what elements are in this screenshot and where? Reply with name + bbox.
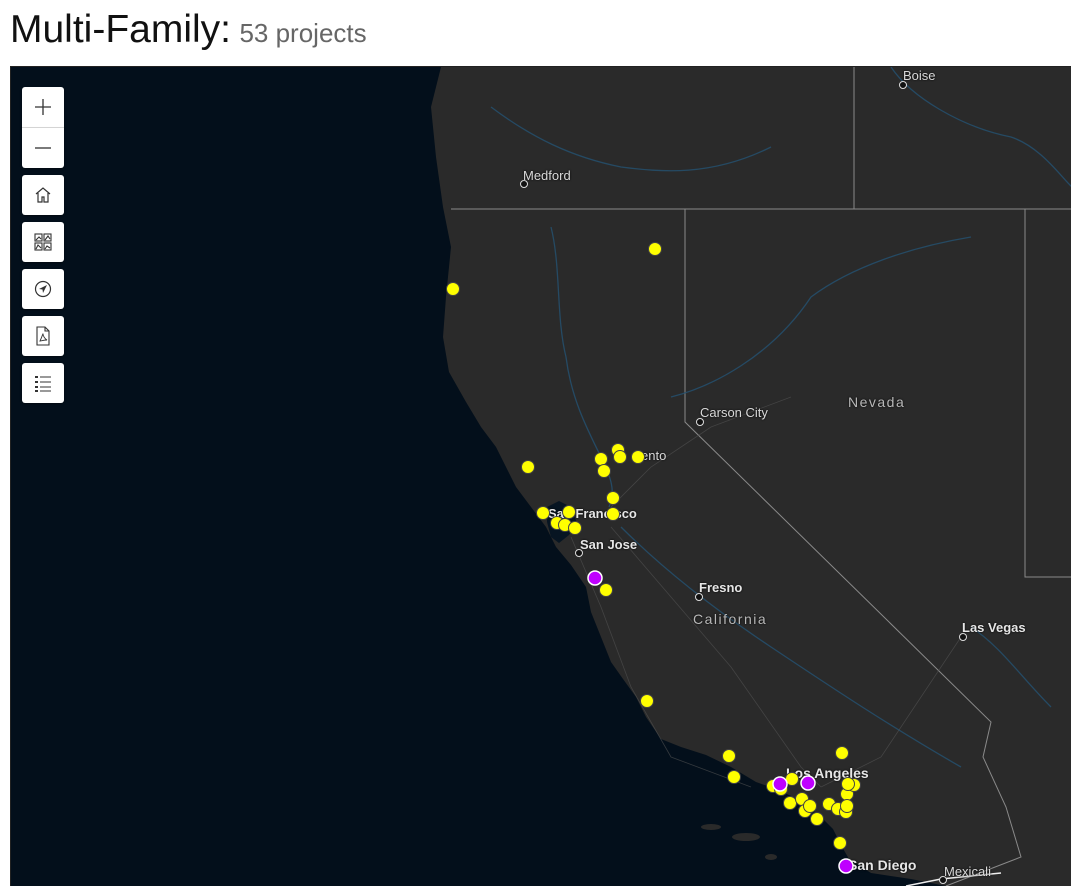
road bbox=[820, 636, 962, 788]
map-toolbar bbox=[22, 87, 64, 403]
project-marker[interactable] bbox=[597, 464, 611, 478]
project-marker[interactable] bbox=[606, 491, 620, 505]
label-boise: Boise bbox=[903, 68, 936, 83]
plus-icon bbox=[35, 99, 51, 115]
label-san-diego: San Diego bbox=[848, 857, 917, 873]
river bbox=[970, 626, 1052, 708]
label-san-jose: San Jose bbox=[580, 537, 638, 552]
label-sacramento: ento bbox=[641, 448, 667, 463]
channel-island bbox=[732, 833, 760, 841]
city-marker bbox=[695, 593, 703, 601]
map-view[interactable]: Boise Medford Carson City Nevada ento Sa… bbox=[10, 66, 1071, 886]
label-carson-city: Carson City bbox=[700, 405, 768, 420]
home-button[interactable] bbox=[22, 175, 64, 215]
highlighted-project-marker[interactable] bbox=[838, 858, 854, 874]
project-count: 53 projects bbox=[239, 18, 367, 48]
river bbox=[490, 106, 772, 172]
project-marker[interactable] bbox=[594, 452, 608, 466]
label-california: California bbox=[693, 611, 768, 627]
page-title: Multi-Family: 53 projects bbox=[10, 8, 367, 52]
page-title-text: Multi-Family: bbox=[10, 8, 231, 51]
minus-icon bbox=[35, 147, 51, 149]
zoom-out-button[interactable] bbox=[22, 128, 64, 168]
legend-button[interactable] bbox=[22, 363, 64, 403]
city-marker bbox=[696, 418, 704, 426]
locate-icon bbox=[34, 280, 52, 298]
state-border bbox=[1024, 209, 1071, 578]
locate-button[interactable] bbox=[22, 269, 64, 309]
legend-list-icon bbox=[35, 376, 51, 392]
project-marker[interactable] bbox=[803, 799, 817, 813]
channel-island bbox=[765, 854, 777, 860]
label-medford: Medford bbox=[523, 168, 571, 183]
basemap bbox=[431, 67, 1071, 886]
project-marker[interactable] bbox=[562, 505, 576, 519]
basemap-gallery-icon bbox=[34, 233, 52, 251]
project-markers-layer bbox=[446, 242, 861, 874]
project-marker[interactable] bbox=[599, 583, 613, 597]
highlighted-project-marker[interactable] bbox=[772, 776, 788, 792]
river bbox=[890, 67, 1071, 187]
project-marker[interactable] bbox=[631, 450, 645, 464]
pdf-file-icon bbox=[36, 326, 50, 346]
city-marker bbox=[899, 81, 907, 89]
road bbox=[610, 526, 822, 788]
project-marker[interactable] bbox=[536, 506, 550, 520]
project-marker[interactable] bbox=[446, 282, 460, 296]
road bbox=[610, 396, 792, 508]
project-marker[interactable] bbox=[722, 749, 736, 763]
city-marker bbox=[959, 633, 967, 641]
project-marker[interactable] bbox=[606, 507, 620, 521]
highlighted-project-marker[interactable] bbox=[800, 775, 816, 791]
river bbox=[620, 526, 962, 768]
label-nevada: Nevada bbox=[848, 394, 906, 410]
zoom-in-button[interactable] bbox=[22, 87, 64, 128]
project-marker[interactable] bbox=[783, 796, 797, 810]
project-marker[interactable] bbox=[833, 836, 847, 850]
river bbox=[550, 226, 613, 508]
city-marker bbox=[520, 180, 528, 188]
label-las-vegas: Las Vegas bbox=[962, 620, 1026, 635]
project-marker[interactable] bbox=[568, 521, 582, 535]
project-marker[interactable] bbox=[810, 812, 824, 826]
project-marker[interactable] bbox=[835, 746, 849, 760]
land-area bbox=[431, 67, 1071, 886]
basemap-gallery-button[interactable] bbox=[22, 222, 64, 262]
project-marker[interactable] bbox=[841, 777, 855, 791]
home-icon bbox=[35, 187, 51, 203]
project-marker[interactable] bbox=[640, 694, 654, 708]
project-marker[interactable] bbox=[613, 450, 627, 464]
river bbox=[670, 236, 972, 398]
export-pdf-button[interactable] bbox=[22, 316, 64, 356]
city-marker bbox=[939, 876, 947, 884]
highlighted-project-marker[interactable] bbox=[587, 570, 603, 586]
city-marker bbox=[575, 549, 583, 557]
project-marker[interactable] bbox=[521, 460, 535, 474]
label-mexicali: Mexicali bbox=[944, 864, 991, 879]
project-marker[interactable] bbox=[648, 242, 662, 256]
label-fresno: Fresno bbox=[699, 580, 743, 595]
project-marker[interactable] bbox=[727, 770, 741, 784]
channel-island bbox=[701, 824, 721, 830]
state-border bbox=[684, 209, 1022, 886]
project-marker[interactable] bbox=[840, 799, 854, 813]
